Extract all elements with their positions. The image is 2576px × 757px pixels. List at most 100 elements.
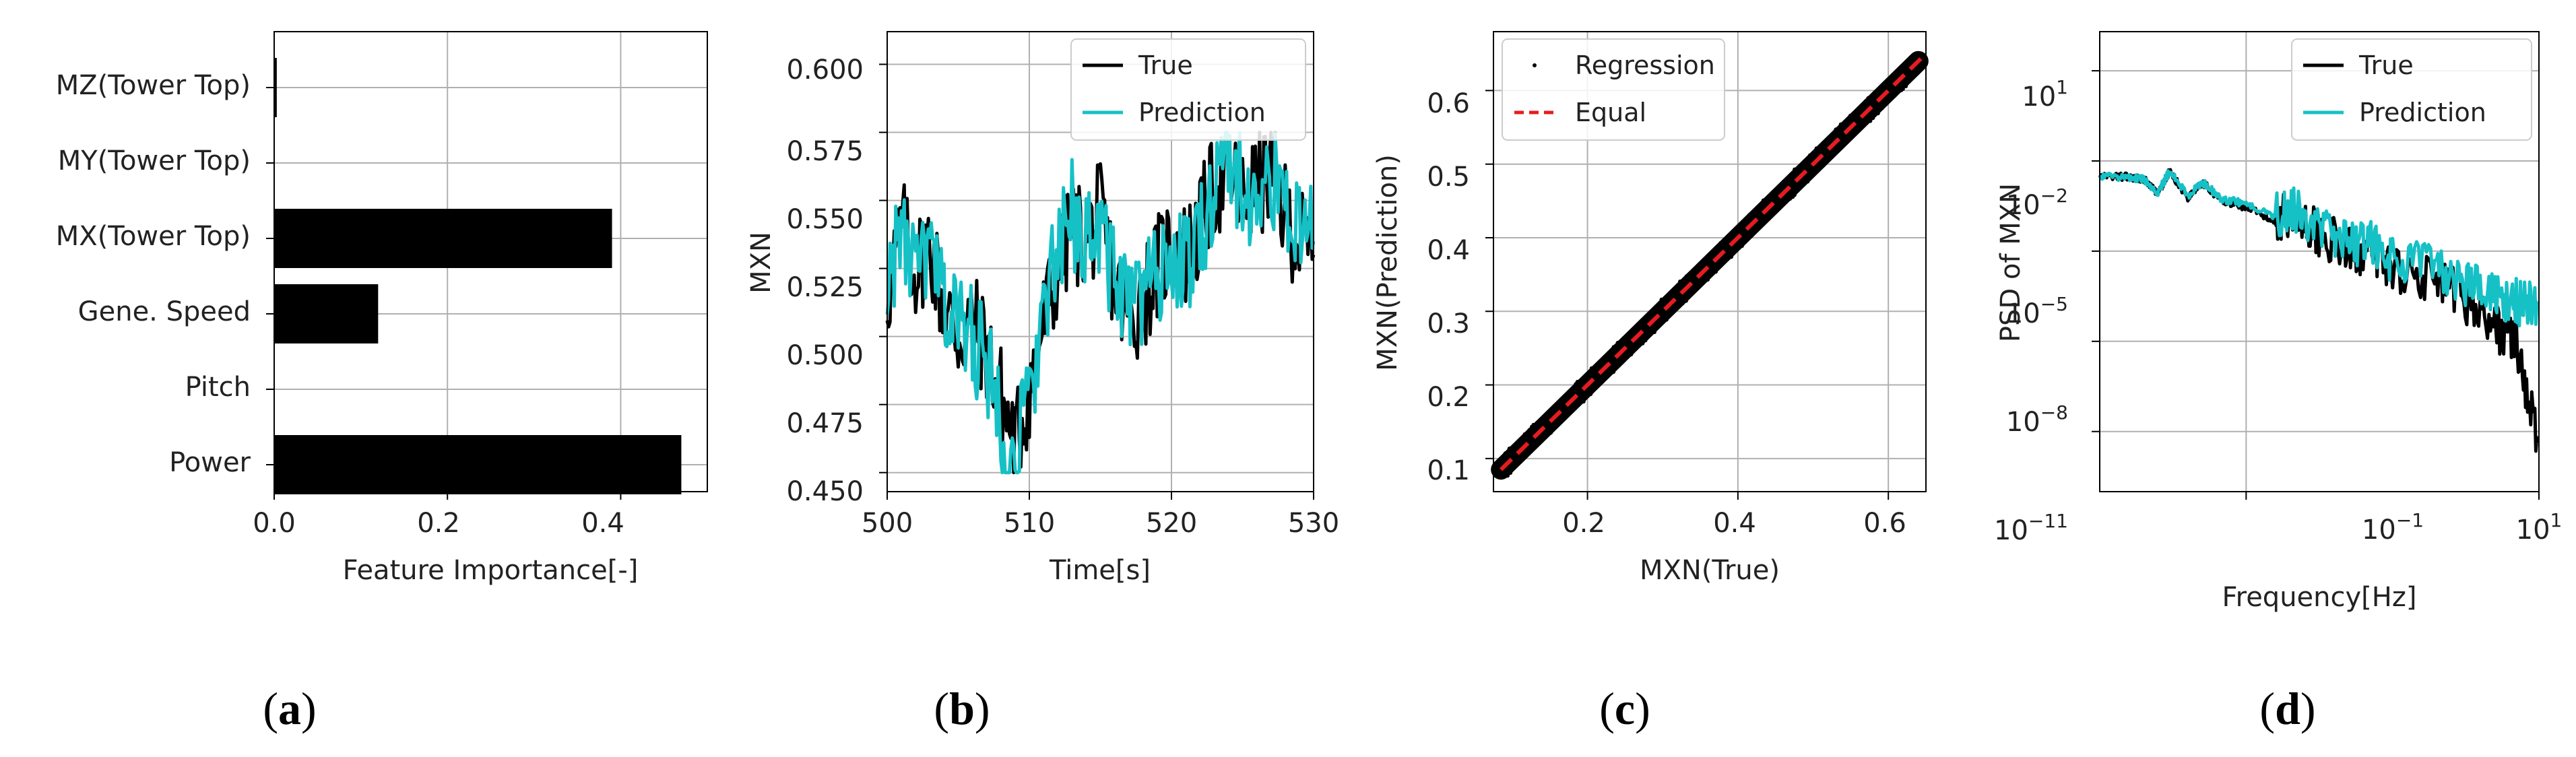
scatter-point xyxy=(1855,109,1859,114)
scatter-point xyxy=(1504,454,1508,459)
plot-frame xyxy=(2099,31,2540,492)
y-tick-label: 0.450 xyxy=(786,476,864,507)
scatter-point xyxy=(1665,296,1669,300)
scatter-point xyxy=(1576,384,1581,389)
x-tick-label: 500 xyxy=(862,508,913,539)
scatter-point xyxy=(1820,164,1825,168)
scatter-point xyxy=(1848,113,1853,118)
y-tick-label: MX(Tower Top) xyxy=(56,221,251,252)
scatter-point xyxy=(1800,178,1804,183)
scatter-point xyxy=(1654,309,1659,314)
scatter-point xyxy=(1539,418,1544,422)
scatter-point xyxy=(1675,291,1679,296)
legend-box xyxy=(1502,38,1725,141)
scatter-point xyxy=(1727,254,1732,259)
legend: Regression Equal xyxy=(1502,38,1725,141)
scatter-point xyxy=(1603,374,1607,378)
scatter-point xyxy=(1539,432,1544,437)
panel-a-bar-chart: Power Pitch Gene. Speed MX(Tower Top) MY… xyxy=(56,31,708,586)
scatter-point xyxy=(1744,234,1749,239)
scatter-point xyxy=(1617,343,1622,348)
y-tick-label: 0.6 xyxy=(1427,88,1470,119)
scatter-point xyxy=(1901,80,1906,85)
scatter-point xyxy=(1534,442,1539,447)
scatter-point xyxy=(1634,330,1638,335)
scatter-point xyxy=(1622,352,1627,356)
scatter-point xyxy=(1877,106,1881,111)
panel-label-a: (a) xyxy=(263,683,316,734)
legend-label: True xyxy=(1138,51,1193,80)
scatter-point xyxy=(1563,406,1568,411)
scatter-point xyxy=(1578,396,1583,401)
scatter-point xyxy=(1579,380,1584,385)
scatter-point xyxy=(1729,232,1734,237)
y-axis-title: MXN xyxy=(746,232,777,294)
scatter-point xyxy=(1760,220,1765,224)
x-tick-labels: 0.0 0.2 0.4 xyxy=(253,508,624,539)
scatter-point xyxy=(1800,167,1805,172)
scatter-point xyxy=(1890,86,1894,90)
scatter-point xyxy=(1691,289,1696,294)
panel-labels: (a) (b) (c) (d) xyxy=(263,683,2315,734)
scatter-point xyxy=(1720,244,1725,249)
scatter-point xyxy=(1641,317,1646,321)
y-axis-title: PSD of MXN xyxy=(1995,183,2026,342)
scatter-point xyxy=(1817,150,1822,154)
y-tick-label: Power xyxy=(169,447,251,478)
scatter-point xyxy=(1793,167,1797,172)
scatter-point xyxy=(1561,415,1566,420)
legend-label: True xyxy=(2358,51,2414,80)
scatter-point xyxy=(1803,166,1807,171)
scatter-point xyxy=(1739,244,1744,249)
scatter-point xyxy=(1611,345,1616,350)
scatter-point xyxy=(1564,410,1568,415)
scatter-point xyxy=(1708,252,1712,257)
x-tick-label: 10−1 xyxy=(2362,509,2424,546)
scatter-point xyxy=(1853,116,1858,121)
scatter-point xyxy=(1820,147,1824,152)
scatter-point xyxy=(1892,93,1896,98)
bar xyxy=(274,435,682,494)
scatter-point xyxy=(1531,422,1536,427)
x-tick-label: 0.2 xyxy=(1562,508,1605,539)
scatter-point xyxy=(1832,136,1836,141)
scatter-point xyxy=(1678,284,1683,289)
scatter-point xyxy=(1898,84,1903,89)
y-tick-label: 0.575 xyxy=(786,136,864,167)
scatter-point xyxy=(1814,146,1819,151)
scatter-point xyxy=(1640,326,1645,331)
scatter-point xyxy=(1569,391,1574,396)
y-tick-label: 0.1 xyxy=(1427,455,1470,486)
scatter-point xyxy=(1664,317,1669,322)
panel-label-d: (d) xyxy=(2259,683,2315,734)
scatter-point xyxy=(1886,81,1891,86)
scatter-point xyxy=(1734,232,1739,236)
scatter-point xyxy=(1830,154,1834,158)
y-tick-label: 10−8 xyxy=(2006,401,2068,438)
scatter-point xyxy=(1514,459,1518,464)
x-axis-title: MXN(True) xyxy=(1640,555,1780,586)
scatter-point xyxy=(1714,269,1718,274)
scatter-point xyxy=(1575,380,1580,384)
scatter-point xyxy=(1546,410,1551,415)
scatter-point xyxy=(1543,418,1548,422)
y-tick-label: 0.3 xyxy=(1427,308,1470,339)
scatter-point xyxy=(1730,251,1735,255)
scatter-point xyxy=(1758,205,1763,209)
scatter-point xyxy=(1530,439,1535,444)
scatter-point xyxy=(1634,324,1639,329)
scatter-point xyxy=(1524,437,1529,442)
scatter-point xyxy=(1535,420,1539,425)
scatter-point xyxy=(1550,424,1555,429)
scatter-point xyxy=(1787,190,1792,195)
scatter-point xyxy=(1838,122,1843,127)
scatter-point xyxy=(1869,112,1873,117)
x-tick-label: 0.4 xyxy=(581,508,624,539)
scatter-point xyxy=(1652,330,1656,335)
scatter-point xyxy=(1840,127,1844,131)
scatter-point xyxy=(1805,179,1810,184)
scatter-point xyxy=(1769,193,1774,197)
scatter-point xyxy=(1834,127,1838,132)
x-axis-title: Time[s] xyxy=(1049,555,1151,586)
